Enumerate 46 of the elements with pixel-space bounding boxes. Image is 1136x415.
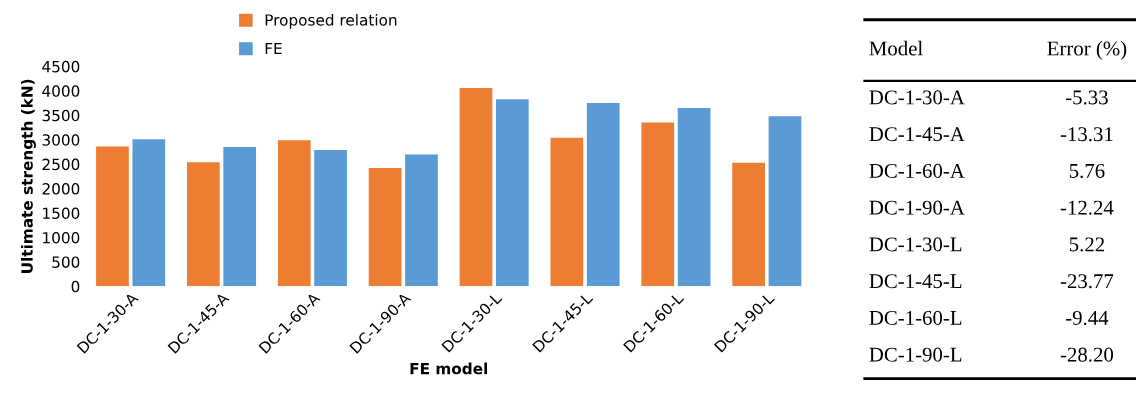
category-label: DC-1-90-A (869, 200, 965, 215)
category-label: DC-1-30-L (869, 237, 962, 252)
bar (368, 168, 402, 287)
text: -9.44 (1066, 310, 1109, 326)
bar (732, 162, 765, 287)
y-tick-label: 500 (52, 256, 80, 268)
text: Model (869, 40, 923, 56)
y-tick-label: 3000 (42, 134, 80, 146)
y-tick-label: 4000 (42, 85, 80, 97)
bar (223, 147, 257, 287)
y-tick-label: 1000 (43, 231, 80, 244)
y-axis-title: Ultimate strength (kN) (21, 79, 36, 273)
bar (586, 103, 620, 287)
bar (495, 99, 529, 287)
x-axis-title: FE model (410, 362, 488, 375)
category-label: DC-1-45-L (869, 274, 962, 289)
bar (186, 162, 220, 287)
bar (459, 87, 493, 287)
y-tick-label: 0 (71, 280, 80, 293)
y-tick-label: 1500 (43, 207, 80, 220)
y-tick-label: 3500 (42, 109, 80, 122)
text: 5.76 (1069, 163, 1105, 179)
bar (132, 139, 166, 287)
category-label: DC-1-60-A (869, 163, 965, 178)
bar (405, 154, 438, 287)
text: -13.31 (1060, 127, 1113, 142)
text: -28.20 (1060, 347, 1114, 362)
bar (768, 116, 802, 287)
text: Error (%) (1047, 40, 1127, 60)
bar (677, 107, 711, 287)
legend-label: Proposed relation (265, 13, 397, 29)
category-label: DC-1-30-A (869, 90, 965, 105)
bar (314, 149, 347, 287)
y-tick-label: 2500 (42, 158, 80, 171)
bar (641, 122, 675, 287)
bar (96, 146, 129, 287)
text: -23.77 (1060, 274, 1114, 289)
text: -12.24 (1060, 200, 1114, 215)
text: -5.33 (1066, 90, 1108, 105)
y-tick-label: 4500 (42, 60, 80, 73)
y-tick-label: 2000 (42, 183, 80, 195)
legend-label: FE (265, 42, 282, 55)
category-label: DC-1-45-A (869, 127, 965, 142)
bar (550, 137, 584, 287)
bar (277, 140, 311, 287)
text: 5.22 (1069, 237, 1105, 252)
